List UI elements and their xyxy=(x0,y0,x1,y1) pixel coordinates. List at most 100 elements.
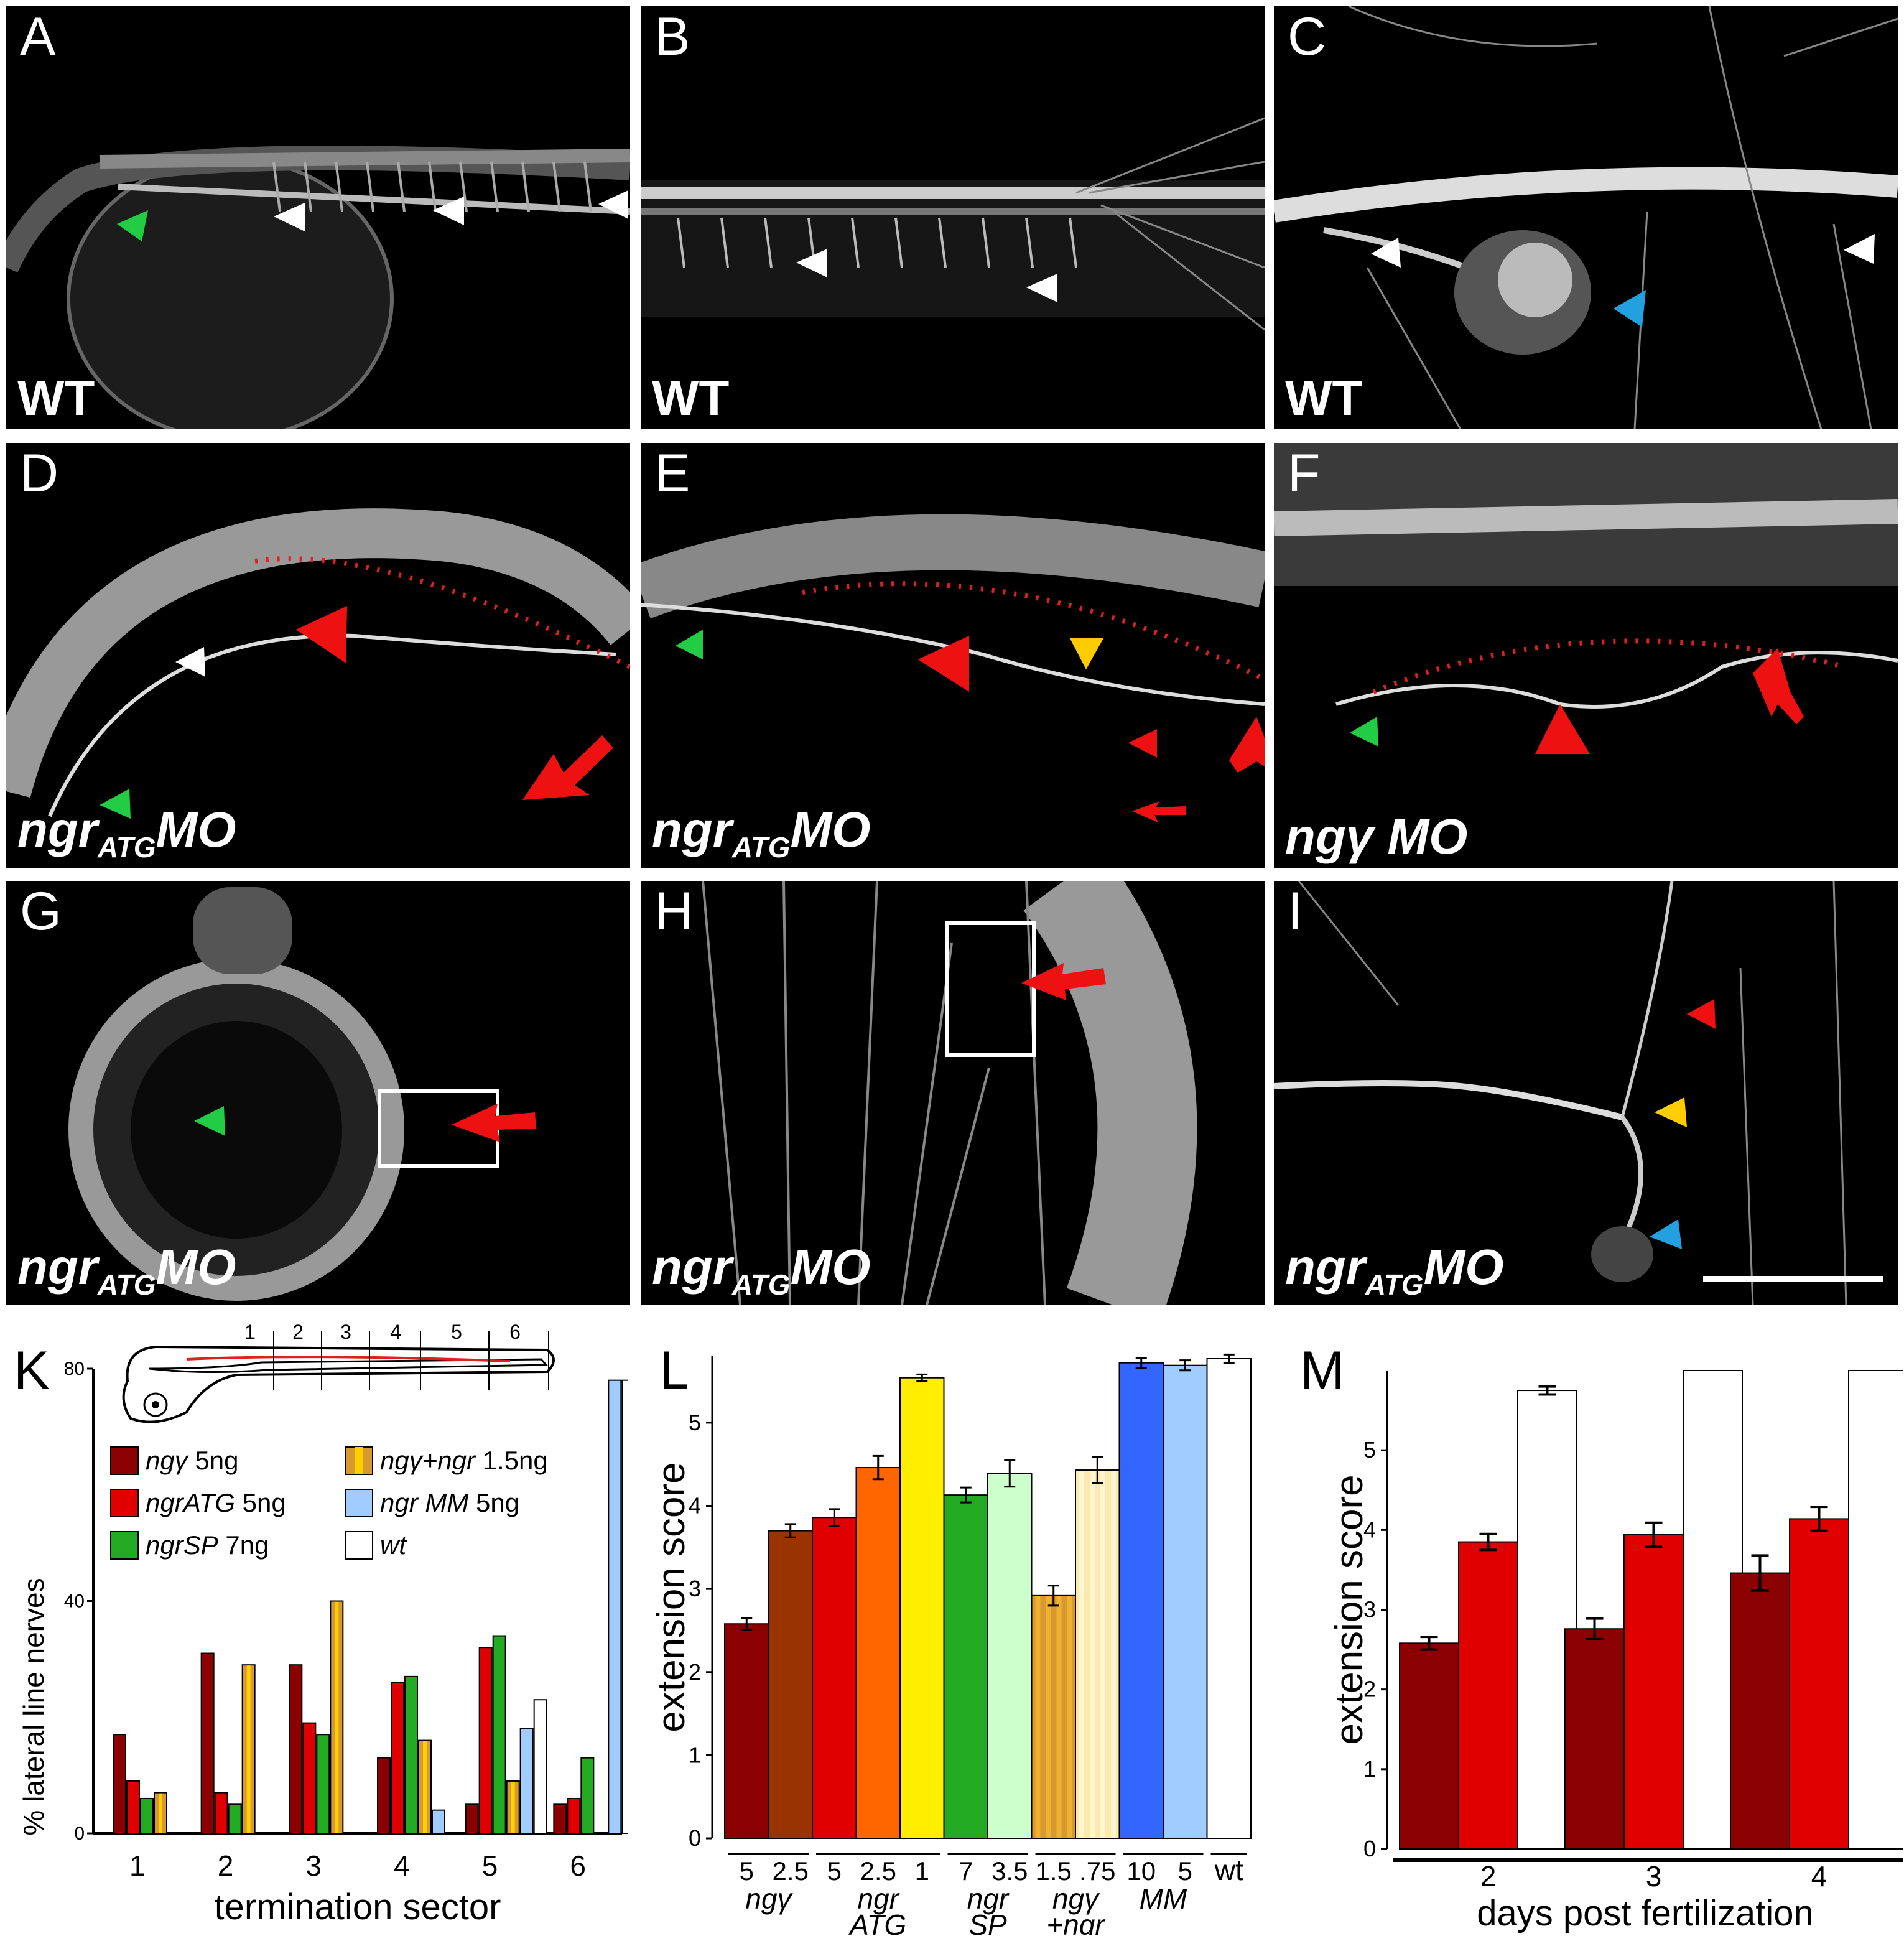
panel-h: H ngrATGMO xyxy=(641,881,1265,1305)
panel-label: L xyxy=(659,1341,689,1400)
bar xyxy=(943,1494,988,1839)
red-arrowhead-icon xyxy=(1687,999,1716,1029)
green-arrowhead-icon xyxy=(1350,717,1378,747)
chart-k-svg: 0 40 80 % lateral line nerves termination se… xyxy=(17,1321,628,1927)
panel-f: F ngγ MO xyxy=(1274,443,1898,868)
blue-arrowhead-icon xyxy=(1614,290,1646,327)
bar xyxy=(724,1623,769,1839)
panel-g: G ngrATGMO xyxy=(6,881,630,1305)
legend-item: ngγ 5ng xyxy=(110,1446,238,1475)
bar xyxy=(567,1797,581,1834)
red-arrowhead-icon xyxy=(1535,704,1590,754)
sector-number: 2 xyxy=(292,1321,304,1343)
condition-label: WT xyxy=(17,370,95,426)
panel-i: I ngrATGMO xyxy=(1274,881,1898,1305)
panel-a-micrograph xyxy=(6,146,630,429)
legend-label: ngr MM 5ng xyxy=(380,1488,519,1517)
legend-item: wt xyxy=(345,1530,407,1560)
condition-label: ngrATGMO xyxy=(652,1239,871,1301)
red-arrow-icon xyxy=(1021,963,1106,1000)
bar xyxy=(533,1699,547,1834)
y-tick-label: 2 xyxy=(1363,1677,1376,1702)
panel-g-micrograph xyxy=(68,887,536,1301)
bar-stripe xyxy=(1100,1471,1105,1838)
red-arrowhead-icon xyxy=(296,606,347,663)
yellow-arrowhead-icon xyxy=(1070,638,1103,669)
dose-label: 5 xyxy=(1178,1856,1192,1886)
y-tick-label: 80 xyxy=(64,1359,85,1379)
sector-number: 4 xyxy=(390,1321,401,1343)
y-tick-label: 5 xyxy=(1363,1437,1376,1463)
group-label: +ngr xyxy=(1046,1909,1105,1935)
panel-f-micrograph xyxy=(1274,443,1898,754)
bar xyxy=(768,1530,813,1839)
sector-number: 3 xyxy=(340,1321,351,1343)
bar-stripe xyxy=(1046,1596,1051,1838)
bar xyxy=(302,1722,317,1835)
bar-stripe xyxy=(246,1665,251,1833)
y-tick-label: 3 xyxy=(1363,1597,1376,1622)
x-tick-label: 6 xyxy=(570,1850,586,1882)
x-tick-label: 2 xyxy=(218,1850,234,1882)
dose-label: 5 xyxy=(827,1856,842,1886)
x-tick-label: 1 xyxy=(129,1850,146,1882)
bar xyxy=(1163,1364,1208,1839)
legend-swatch xyxy=(110,1489,139,1517)
bar xyxy=(404,1675,418,1835)
y-tick-label: 0 xyxy=(689,1825,701,1851)
bar-stripe xyxy=(1067,1596,1072,1838)
eye-pupil xyxy=(152,1401,159,1408)
group-label: ngr xyxy=(858,1882,900,1915)
red-arrowhead-icon xyxy=(1128,729,1157,758)
bar xyxy=(621,1379,628,1835)
chart-k: K 0 40 80 % lateral line nerves termination … xyxy=(0,1313,628,1935)
bar xyxy=(391,1682,404,1834)
dose-label: .75 xyxy=(1079,1856,1115,1886)
red-arrow-icon xyxy=(1229,717,1265,773)
condition-label: ngrATGMO xyxy=(17,802,236,863)
bar xyxy=(1789,1518,1849,1850)
bar xyxy=(855,1467,901,1840)
chart-m: M 0 1 2 3 4 5 extension score days post fertili… xyxy=(1269,1313,1903,1935)
bar xyxy=(478,1647,493,1834)
panel-label: A xyxy=(20,7,56,67)
red-arrow-icon xyxy=(522,735,613,800)
panel-a: A WT xyxy=(6,6,630,429)
panel-i-micrograph xyxy=(1274,881,1883,1305)
fish-outline xyxy=(122,1345,555,1423)
bar xyxy=(1118,1362,1164,1840)
green-arrowhead-icon xyxy=(117,210,148,241)
bar-stripe xyxy=(1056,1596,1062,1838)
panel-b: B WT xyxy=(641,6,1265,429)
white-arrowhead-icon xyxy=(175,647,205,677)
dose-label: 2.5 xyxy=(773,1856,809,1886)
panel-h-micrograph xyxy=(702,881,1197,1305)
bar xyxy=(492,1635,506,1835)
bar xyxy=(465,1803,479,1834)
bar xyxy=(432,1809,445,1835)
bar xyxy=(1564,1628,1625,1850)
eye-outline xyxy=(143,1392,168,1417)
bar-stripe xyxy=(1035,1596,1041,1838)
white-arrowhead-icon xyxy=(598,190,628,219)
y-tick-label: 5 xyxy=(689,1410,701,1435)
lateral-line-path xyxy=(186,1356,511,1362)
legend-item: ngrSP 7ng xyxy=(110,1530,269,1560)
group-label: wt xyxy=(1214,1854,1243,1886)
y-axis-title: % lateral line nerves xyxy=(17,1578,50,1835)
bar xyxy=(812,1517,857,1840)
bar xyxy=(316,1734,330,1835)
dose-label: 5 xyxy=(740,1856,754,1886)
panel-c: C WT xyxy=(1274,6,1898,429)
x-axis-title: days post fertilization xyxy=(1477,1893,1814,1934)
fish-body-line xyxy=(149,1358,549,1374)
bar-stripe xyxy=(335,1601,339,1833)
green-arrowhead-icon xyxy=(100,789,131,819)
legend-swatch-stripe xyxy=(355,1447,363,1474)
group-label: MM xyxy=(1140,1882,1187,1915)
legend-item: ngγ+ngr 1.5ng xyxy=(345,1446,548,1475)
sector-number: 1 xyxy=(244,1321,256,1343)
white-arrowhead-icon xyxy=(1371,238,1401,268)
panel-label: K xyxy=(14,1341,50,1400)
